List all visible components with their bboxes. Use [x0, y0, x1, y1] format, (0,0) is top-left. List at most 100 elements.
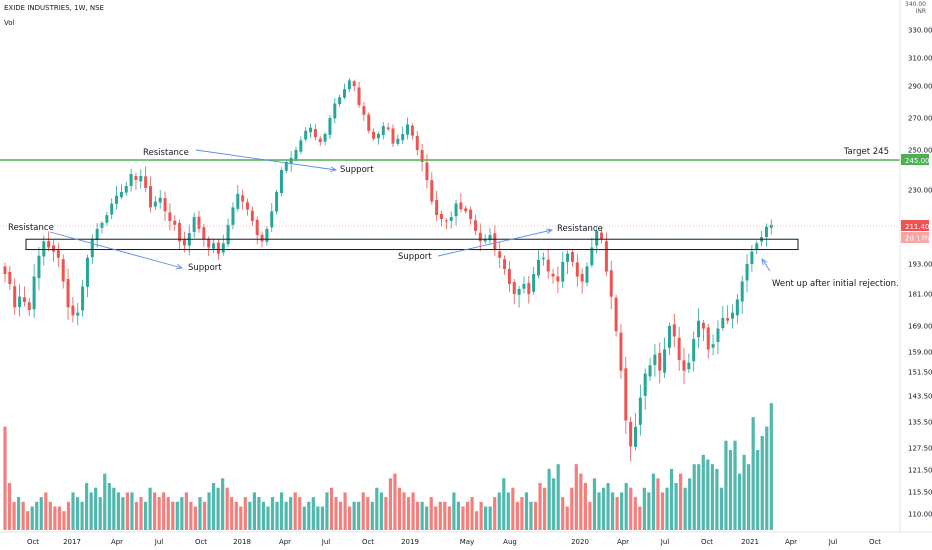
candle [187, 224, 191, 256]
volume-bar [148, 487, 152, 530]
volume-bar [343, 492, 347, 530]
target-price-text: 245.00 [905, 157, 930, 165]
candle-body [570, 251, 574, 262]
candle [61, 254, 65, 289]
volume-bar [94, 487, 98, 530]
candle-body [498, 251, 502, 258]
volume-bar [465, 501, 470, 530]
price-tick-label: 135.50 [908, 419, 932, 427]
candle [750, 245, 754, 272]
candle-body [643, 373, 647, 396]
price-tick-label: 151.50 [908, 369, 932, 377]
candle [687, 353, 691, 373]
candle [493, 225, 497, 256]
volume-bar [701, 454, 705, 530]
candle [585, 262, 589, 287]
candle-body [425, 162, 429, 180]
volume-bar [175, 501, 179, 530]
time-tick-label: Oct [195, 538, 207, 546]
volume-bar [561, 497, 565, 530]
candle [333, 98, 337, 124]
candle [726, 305, 730, 325]
volume-indicator-label[interactable]: Vol [4, 19, 15, 27]
candle-body [255, 219, 259, 236]
time-tick-label: 2018 [233, 538, 251, 546]
candle-body [459, 202, 463, 210]
candle-body [168, 212, 172, 221]
candle-body [580, 274, 584, 282]
volume-bar [674, 483, 678, 530]
volume-bar [243, 497, 247, 530]
candle [663, 337, 667, 378]
volume-bar [153, 492, 157, 530]
candle [32, 264, 36, 318]
candle [740, 275, 744, 314]
time-tick-label: Jul [660, 538, 670, 546]
candle [667, 322, 671, 356]
candle-body [13, 286, 17, 308]
candle-body [410, 125, 414, 136]
arrow-head [330, 166, 338, 172]
candle [701, 320, 705, 341]
candle-body [241, 195, 245, 202]
volume-bar [506, 492, 510, 530]
candle-body [469, 209, 473, 220]
candle-body [260, 234, 264, 242]
candle-body [692, 339, 696, 362]
candle [42, 235, 46, 266]
candle [624, 356, 628, 435]
candle-body [352, 81, 356, 86]
candle [629, 416, 633, 462]
candle-body [435, 199, 439, 216]
price-tick-label: 181.00 [908, 291, 932, 299]
volume-bar [660, 492, 665, 530]
price-tick-label: 169.00 [908, 323, 932, 331]
candle [357, 81, 361, 108]
countdown-tag [901, 232, 929, 243]
candle [692, 331, 696, 372]
volume-bar [307, 501, 311, 530]
candle-body [517, 289, 521, 295]
candle-body [701, 322, 705, 329]
candle [255, 216, 259, 245]
candle [119, 184, 123, 200]
time-tick-label: 2019 [401, 538, 419, 546]
candle-body [119, 191, 123, 198]
volume-bar [361, 492, 365, 530]
candle-body [100, 222, 104, 228]
time-tick-label: 2017 [63, 538, 81, 546]
annotation-text: Resistance [8, 223, 54, 233]
candle-body [3, 266, 7, 274]
price-tick-label: 290.00 [908, 83, 932, 91]
volume-bar [688, 478, 692, 530]
candle [52, 239, 55, 262]
candle [309, 123, 313, 138]
volume-bar [520, 497, 524, 530]
time-tick-label: Apr [279, 538, 291, 546]
volume-bar [225, 487, 229, 530]
volume-bar [642, 487, 646, 530]
candle-body [386, 127, 390, 130]
volume-bar [293, 492, 297, 530]
candle-body [265, 228, 269, 242]
volume-bar [202, 501, 207, 530]
candle-body [663, 349, 667, 373]
volume-bar [542, 487, 547, 530]
volume-bar [697, 464, 701, 530]
candle [265, 226, 269, 246]
volume-bar [656, 478, 660, 530]
volume-bar [207, 492, 211, 530]
volume-bar [452, 492, 456, 530]
candle [110, 198, 114, 220]
volume-bar [620, 492, 624, 530]
candle-body [236, 193, 240, 209]
volume-bar [434, 506, 438, 530]
volume-bar [583, 483, 587, 530]
candle-body [110, 203, 114, 215]
candle [367, 112, 371, 134]
volume-bar [710, 464, 714, 530]
candle [706, 323, 710, 359]
candle-body [590, 247, 594, 266]
candle-body [71, 305, 75, 316]
